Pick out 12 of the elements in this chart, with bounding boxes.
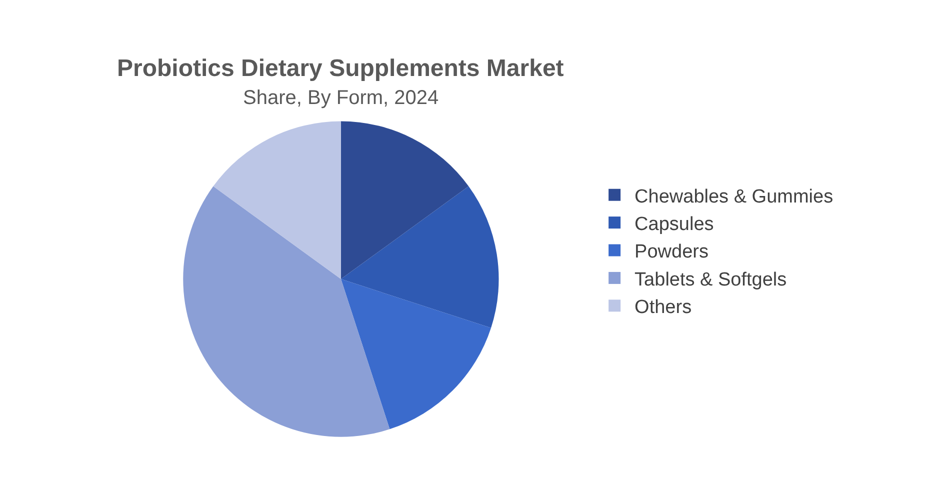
pie-slice [213, 121, 341, 280]
legend-label: Capsules [634, 214, 714, 235]
pie-slice [340, 121, 469, 280]
legend-label: Chewables & Gummies [634, 186, 834, 208]
chart-subtitle: Share, By Form, 2024 [243, 87, 439, 109]
chart-title: Probiotics Dietary Supplements Market [117, 55, 564, 82]
legend-label: Powders [634, 242, 708, 263]
pie-slice [340, 186, 499, 328]
legend-label: Others [634, 297, 692, 318]
pie-slice [340, 279, 492, 430]
pie-slice [183, 186, 390, 437]
legend-label: Tablets & Softgels [634, 269, 787, 290]
